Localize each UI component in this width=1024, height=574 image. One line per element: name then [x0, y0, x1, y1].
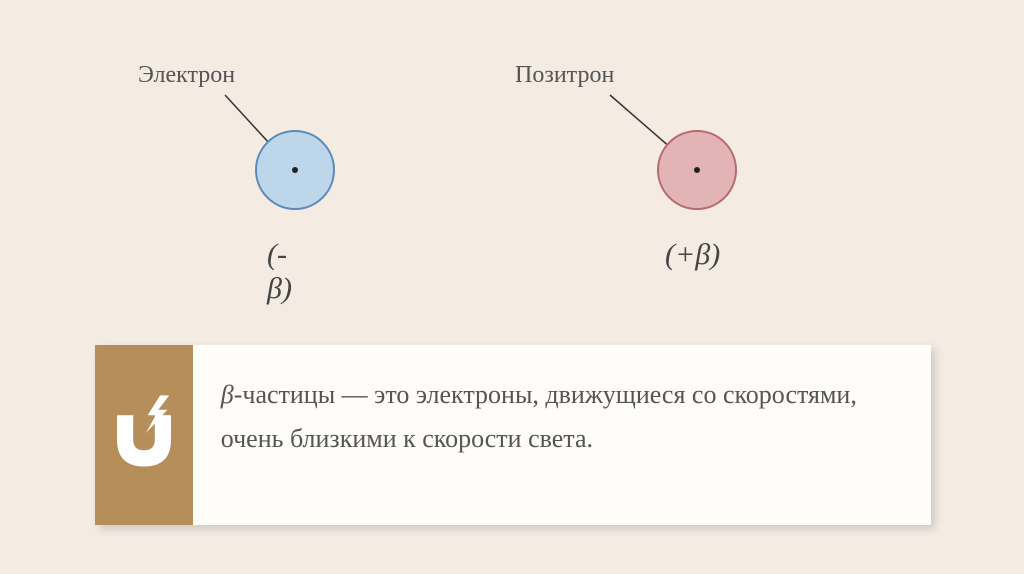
magnet-lightning-icon: [99, 390, 189, 480]
positron-formula: (+β): [665, 238, 720, 272]
card-text: β-частицы — это электроны, движущиеся со…: [193, 345, 931, 525]
beta-symbol: β: [221, 380, 234, 409]
positron-dot: [694, 167, 700, 173]
definition-text: -частицы — это электроны, движущиеся со …: [221, 380, 857, 453]
definition-card: β-частицы — это электроны, движущиеся со…: [95, 345, 931, 525]
card-icon-area: [95, 345, 193, 525]
